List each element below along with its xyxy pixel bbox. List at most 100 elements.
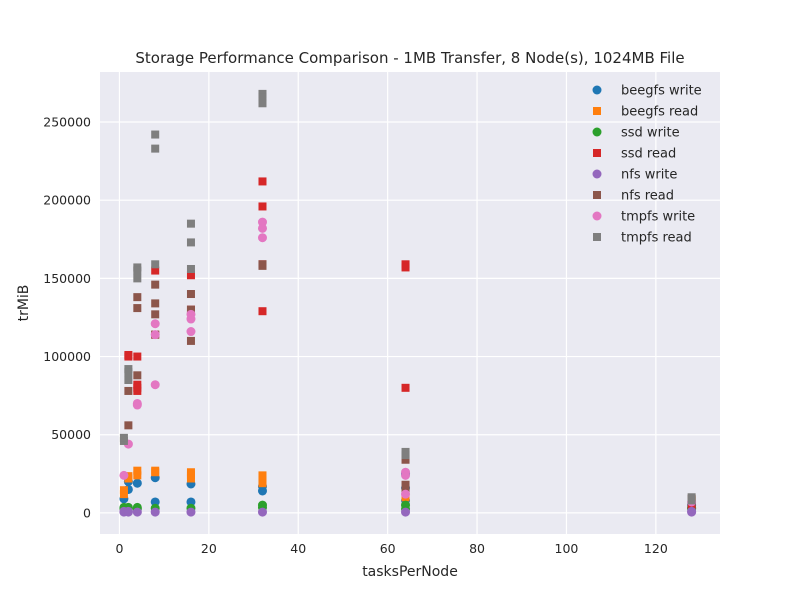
series-tmpfs-read bbox=[119, 89, 696, 505]
data-points bbox=[119, 89, 697, 517]
data-point bbox=[119, 486, 128, 495]
x-axis-ticks: 0 20 40 60 80 100 120 bbox=[115, 541, 667, 556]
data-point bbox=[258, 307, 267, 316]
x-axis-label: tasksPerNode bbox=[362, 564, 458, 580]
data-point bbox=[186, 507, 196, 517]
data-point bbox=[401, 507, 411, 517]
x-tick-label: 20 bbox=[201, 541, 217, 556]
legend-item: ssd write bbox=[592, 126, 680, 141]
legend-item: tmpfs write bbox=[592, 210, 695, 225]
x-tick-label: 0 bbox=[115, 541, 123, 556]
data-point bbox=[150, 330, 160, 340]
data-point bbox=[186, 238, 195, 247]
data-point bbox=[186, 314, 196, 324]
data-point bbox=[150, 319, 160, 329]
data-point bbox=[186, 474, 195, 483]
x-tick-label: 100 bbox=[555, 541, 579, 556]
data-point bbox=[401, 485, 410, 494]
x-tick-label: 120 bbox=[644, 541, 668, 556]
data-point bbox=[258, 93, 267, 102]
legend-label: nfs read bbox=[621, 189, 674, 204]
data-point bbox=[401, 480, 410, 489]
data-point bbox=[401, 470, 411, 480]
legend-label: ssd write bbox=[621, 126, 680, 141]
data-point bbox=[151, 468, 160, 477]
data-point bbox=[132, 400, 142, 410]
data-point bbox=[401, 263, 410, 272]
legend-item: nfs read bbox=[593, 189, 674, 204]
data-point bbox=[133, 293, 142, 302]
y-axis-label: trMiB bbox=[16, 285, 32, 322]
data-point bbox=[258, 261, 267, 270]
data-point bbox=[401, 489, 411, 499]
data-point bbox=[151, 144, 160, 153]
legend-item: beegfs write bbox=[592, 84, 702, 99]
chart-title: Storage Performance Comparison - 1MB Tra… bbox=[135, 49, 684, 67]
legend-marker bbox=[592, 169, 602, 179]
data-point bbox=[186, 290, 195, 299]
data-point bbox=[119, 433, 128, 442]
data-point bbox=[133, 352, 142, 361]
y-axis-ticks: 0 50000 100000 150000 200000 250000 bbox=[43, 115, 91, 521]
legend-label: tmpfs read bbox=[621, 231, 692, 246]
y-tick-label: 200000 bbox=[43, 193, 91, 208]
data-point bbox=[258, 99, 267, 108]
plot-area bbox=[100, 72, 720, 534]
legend-item: tmpfs read bbox=[593, 231, 692, 246]
data-point bbox=[151, 260, 160, 269]
data-point bbox=[257, 233, 267, 243]
data-point bbox=[132, 507, 142, 517]
data-point bbox=[687, 506, 697, 516]
data-point bbox=[133, 466, 142, 475]
data-point bbox=[133, 471, 142, 480]
data-point bbox=[258, 177, 267, 186]
data-point bbox=[133, 266, 142, 275]
data-point bbox=[150, 507, 160, 517]
x-tick-label: 60 bbox=[380, 541, 396, 556]
data-point bbox=[151, 130, 160, 139]
data-point bbox=[186, 264, 195, 273]
data-point bbox=[132, 478, 142, 488]
data-point bbox=[150, 497, 160, 507]
y-tick-label: 0 bbox=[83, 505, 91, 520]
legend: beegfs write beegfs read ssd write ssd read… bbox=[592, 84, 702, 246]
data-point bbox=[151, 310, 160, 319]
legend-item: nfs write bbox=[592, 168, 677, 183]
data-point bbox=[186, 305, 195, 314]
data-point bbox=[124, 472, 133, 481]
x-tick-label: 80 bbox=[469, 541, 485, 556]
legend-item: ssd read bbox=[593, 147, 676, 162]
legend-label: nfs write bbox=[621, 168, 677, 183]
data-point bbox=[133, 304, 142, 313]
y-tick-label: 100000 bbox=[43, 349, 91, 364]
data-point bbox=[186, 497, 196, 507]
data-point bbox=[151, 266, 160, 275]
data-point bbox=[123, 506, 133, 516]
data-point bbox=[186, 327, 196, 337]
data-point bbox=[150, 380, 160, 390]
y-tick-label: 250000 bbox=[43, 115, 91, 130]
data-point bbox=[401, 451, 410, 460]
legend-marker bbox=[593, 191, 601, 199]
data-point bbox=[124, 368, 133, 377]
data-point bbox=[151, 299, 160, 308]
data-point bbox=[124, 350, 133, 359]
data-point bbox=[687, 496, 696, 505]
data-point bbox=[133, 371, 142, 380]
legend-marker bbox=[592, 127, 602, 137]
data-point bbox=[151, 280, 160, 289]
legend-marker bbox=[592, 85, 602, 95]
legend-marker bbox=[593, 107, 601, 115]
data-point bbox=[186, 271, 195, 280]
x-tick-label: 40 bbox=[290, 541, 306, 556]
series-nfs-write bbox=[119, 506, 697, 517]
y-tick-label: 150000 bbox=[43, 271, 91, 286]
legend-label: beegfs write bbox=[621, 84, 702, 99]
data-point bbox=[401, 383, 410, 392]
data-point bbox=[124, 421, 133, 430]
data-point bbox=[401, 455, 410, 464]
data-point bbox=[124, 386, 133, 395]
legend-label: beegfs read bbox=[621, 105, 698, 120]
data-point bbox=[133, 386, 142, 395]
